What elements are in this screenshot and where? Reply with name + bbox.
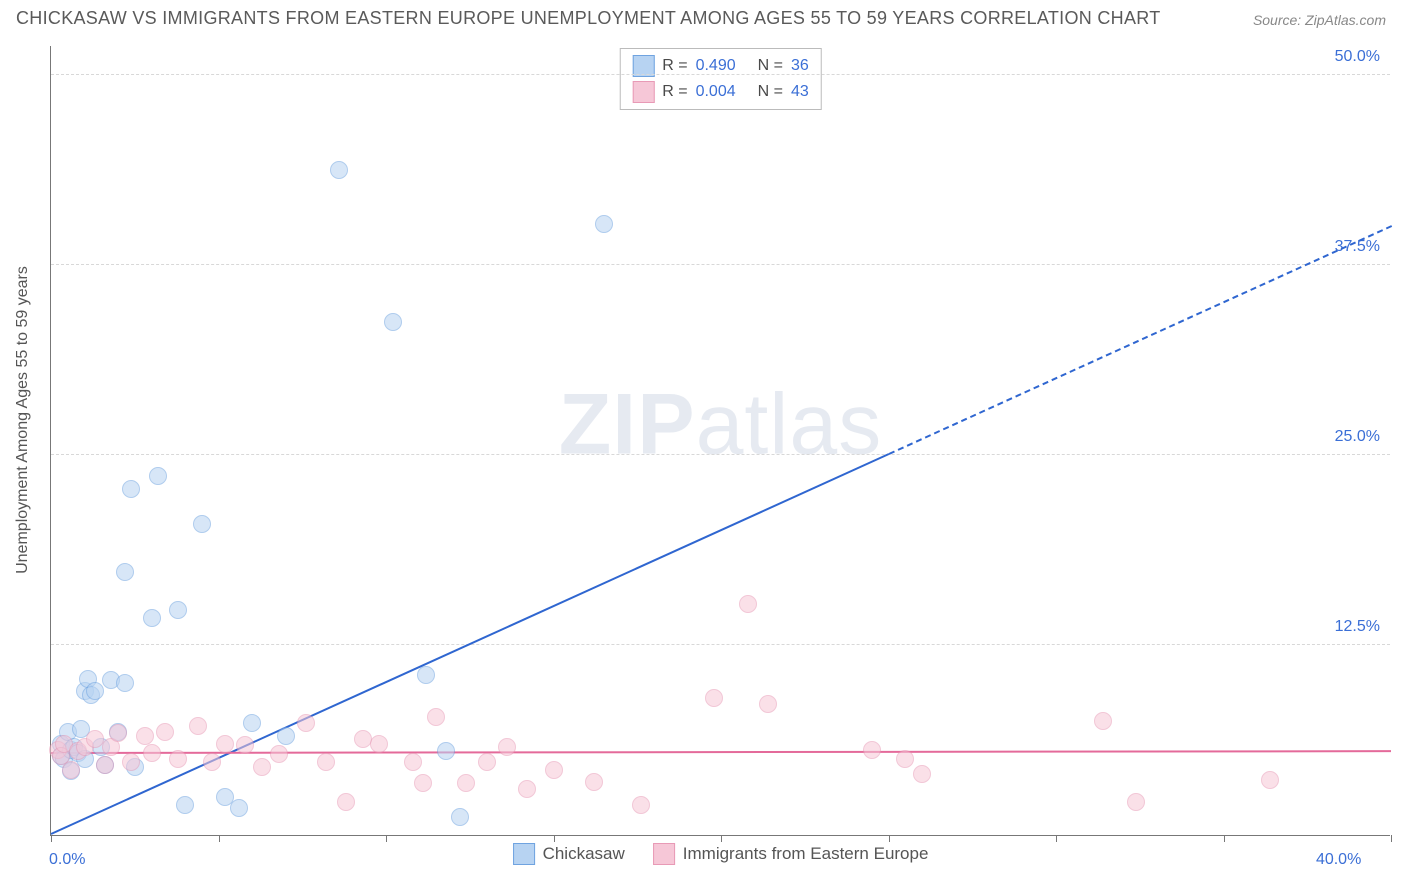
stats-n-label: N =: [758, 57, 783, 75]
legend-label: Chickasaw: [543, 844, 625, 864]
trend-line-dashed: [888, 225, 1391, 455]
data-point: [370, 735, 388, 753]
gridline-h: [51, 264, 1390, 265]
data-point: [913, 765, 931, 783]
data-point: [478, 753, 496, 771]
x-tick: [554, 835, 555, 842]
legend-item: Immigrants from Eastern Europe: [653, 843, 929, 865]
stats-legend-box: R = 0.490 N = 36 R = 0.004 N = 43: [619, 48, 822, 110]
data-point: [156, 723, 174, 741]
y-tick-label: 25.0%: [1335, 428, 1380, 446]
data-point: [1094, 712, 1112, 730]
data-point: [297, 714, 315, 732]
stats-n-value: 36: [791, 57, 809, 75]
plot-area: ZIPatlas R = 0.490N = 36R = 0.004N = 43 …: [50, 46, 1390, 836]
data-point: [243, 714, 261, 732]
data-point: [189, 717, 207, 735]
x-tick: [721, 835, 722, 842]
stats-r-label: R =: [662, 83, 687, 101]
data-point: [109, 724, 127, 742]
data-point: [705, 689, 723, 707]
data-point: [384, 313, 402, 331]
stats-r-value: 0.004: [696, 83, 736, 101]
data-point: [253, 758, 271, 776]
data-point: [759, 695, 777, 713]
x-tick: [51, 835, 52, 842]
data-point: [122, 753, 140, 771]
data-point: [116, 563, 134, 581]
data-point: [427, 708, 445, 726]
data-point: [149, 467, 167, 485]
data-point: [451, 808, 469, 826]
data-point: [896, 750, 914, 768]
data-point: [143, 744, 161, 762]
data-point: [96, 756, 114, 774]
data-point: [230, 799, 248, 817]
data-point: [518, 780, 536, 798]
data-point: [1127, 793, 1145, 811]
legend-swatch: [653, 843, 675, 865]
data-point: [62, 761, 80, 779]
data-point: [330, 161, 348, 179]
gridline-h: [51, 644, 1390, 645]
x-tick: [1056, 835, 1057, 842]
data-point: [354, 730, 372, 748]
legend-label: Immigrants from Eastern Europe: [683, 844, 929, 864]
y-axis-label: Unemployment Among Ages 55 to 59 years: [14, 266, 32, 574]
data-point: [414, 774, 432, 792]
data-point: [1261, 771, 1279, 789]
gridline-h: [51, 454, 1390, 455]
y-tick-label: 50.0%: [1335, 48, 1380, 66]
data-point: [863, 741, 881, 759]
data-point: [169, 750, 187, 768]
data-point: [169, 601, 187, 619]
bottom-legend: Chickasaw Immigrants from Eastern Europe: [513, 843, 929, 865]
data-point: [457, 774, 475, 792]
data-point: [236, 736, 254, 754]
gridline-h: [51, 74, 1390, 75]
data-point: [136, 727, 154, 745]
stats-n-value: 43: [791, 83, 809, 101]
data-point: [417, 666, 435, 684]
chart-title: CHICKASAW VS IMMIGRANTS FROM EASTERN EUR…: [16, 8, 1161, 29]
data-point: [595, 215, 613, 233]
data-point: [404, 753, 422, 771]
x-tick-label: 0.0%: [49, 851, 85, 869]
data-point: [203, 753, 221, 771]
x-tick: [386, 835, 387, 842]
x-tick: [1224, 835, 1225, 842]
data-point: [632, 796, 650, 814]
data-point: [585, 773, 603, 791]
data-point: [116, 674, 134, 692]
stats-row: R = 0.004 N = 43: [632, 79, 809, 105]
stats-r-value: 0.490: [696, 57, 736, 75]
data-point: [270, 745, 288, 763]
x-tick: [1391, 835, 1392, 842]
data-point: [739, 595, 757, 613]
data-point: [337, 793, 355, 811]
data-point: [122, 480, 140, 498]
zipatlas-watermark: ZIPatlas: [559, 375, 882, 474]
stats-r-label: R =: [662, 57, 687, 75]
legend-swatch: [513, 843, 535, 865]
stats-n-label: N =: [758, 83, 783, 101]
source-attribution: Source: ZipAtlas.com: [1253, 12, 1386, 28]
data-point: [193, 515, 211, 533]
data-point: [498, 738, 516, 756]
legend-item: Chickasaw: [513, 843, 625, 865]
x-tick: [889, 835, 890, 842]
legend-swatch: [632, 81, 654, 103]
y-tick-label: 12.5%: [1335, 618, 1380, 636]
data-point: [86, 730, 104, 748]
data-point: [86, 682, 104, 700]
data-point: [143, 609, 161, 627]
data-point: [216, 735, 234, 753]
data-point: [545, 761, 563, 779]
data-point: [317, 753, 335, 771]
x-tick-label: 40.0%: [1316, 851, 1361, 869]
data-point: [176, 796, 194, 814]
x-tick: [219, 835, 220, 842]
data-point: [437, 742, 455, 760]
data-point: [277, 727, 295, 745]
